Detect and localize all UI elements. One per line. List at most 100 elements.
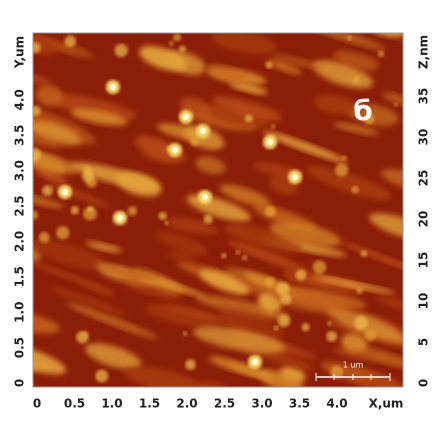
bright-peak-core [267,139,273,145]
surface-grain [38,232,50,243]
surface-grain [335,163,349,177]
x-tick-label: 4.0 [326,397,347,411]
z-tick-label: 35 [417,88,431,105]
surface-feature [340,333,368,353]
y-tick-label: 1.0 [13,302,27,323]
x-tick-label: 1.5 [139,397,160,411]
bright-peak-core [252,359,258,365]
x-tick-label: 0 [33,397,41,411]
surface-feature [207,104,271,128]
surface-feature [195,156,226,175]
x-tick-label: 2.5 [214,397,235,411]
surface-grain [327,321,332,326]
surface-feature [166,217,219,235]
y-tick-label: 0.5 [13,337,27,358]
scale-bar-label: 1 um [343,361,364,370]
surface-grain [264,276,275,287]
scan-frame [32,32,404,388]
bright-peak-core [202,194,208,200]
surface-grain [277,314,291,328]
surface-grain [203,214,213,224]
surface-grain [364,114,375,125]
z-axis-title: Z,nm [417,35,431,69]
surface-feature [369,213,403,242]
surface-feature [33,190,65,209]
surface-grain [87,206,94,213]
surface-feature [306,166,392,200]
x-tick-label: 3.0 [251,397,272,411]
surface-grain [326,331,338,342]
surface-grain [33,42,41,54]
surface-grain [301,323,310,332]
x-tick-label: 0.5 [64,397,85,411]
surface-grain [393,102,398,107]
surface-grain [352,75,361,85]
surface-feature [86,241,123,253]
z-tick-label: 30 [417,129,431,146]
surface-grain [244,114,253,123]
surface-feature [375,295,403,316]
y-tick-label: 2.5 [13,195,27,216]
surface-grain [164,220,169,226]
surface-grain [264,205,277,217]
surface-grain [70,206,80,215]
surface-feature [312,276,396,294]
surface-feature [33,74,50,84]
surface-grain [347,35,352,41]
bright-peak-core [292,174,298,180]
scale-bar: 1 um [315,361,391,381]
surface-grain [81,331,89,338]
z-tick-label: 5 [417,338,431,346]
panel-label: б [353,94,373,127]
surface-feature [35,84,63,107]
surface-feature [167,250,196,262]
surface-grain [127,206,137,216]
surface-feature [229,81,268,95]
surface-feature [197,380,227,387]
surface-grain [273,325,279,331]
surface-feature [217,306,285,338]
surface-grain [190,138,199,147]
surface-grain [83,206,97,221]
x-tick-label: 1.0 [101,397,122,411]
surface-feature [272,54,327,70]
surface-grain [312,260,327,274]
surface-feature [42,93,137,120]
surface-grain [351,185,359,194]
bright-peak-core [172,147,178,153]
surface-feature [79,281,113,297]
surface-feature [227,240,309,273]
surface-feature [333,122,380,136]
surface-grain [354,316,368,330]
surface-feature [124,366,203,387]
surface-feature [33,121,82,146]
surface-grain [341,155,347,161]
surface-feature [314,94,356,115]
surface-grain [42,185,53,197]
surface-feature [34,168,68,184]
bright-peak-core [62,189,68,195]
surface-feature [223,223,303,253]
z-tick-label: 25 [417,170,431,187]
surface-grain [221,253,227,259]
surface-grain [356,287,363,295]
bright-peak-core [183,114,189,120]
surface-grain [33,210,39,220]
surface-feature [70,108,128,126]
surface-grain [42,363,48,369]
surface-grain [158,211,167,221]
bright-peak-core [200,128,206,134]
surface-feature [371,33,403,38]
y-axis-title: Y,um [13,36,27,69]
surface-feature [50,287,128,317]
surface-feature [193,326,286,354]
surface-feature [33,239,107,270]
surface-feature [199,269,250,295]
surface-grain [241,254,248,261]
surface-grain [330,365,344,379]
surface-grain [235,250,241,255]
z-tick-label: 10 [417,293,431,310]
surface-feature [333,50,380,71]
surface-feature [126,283,182,300]
